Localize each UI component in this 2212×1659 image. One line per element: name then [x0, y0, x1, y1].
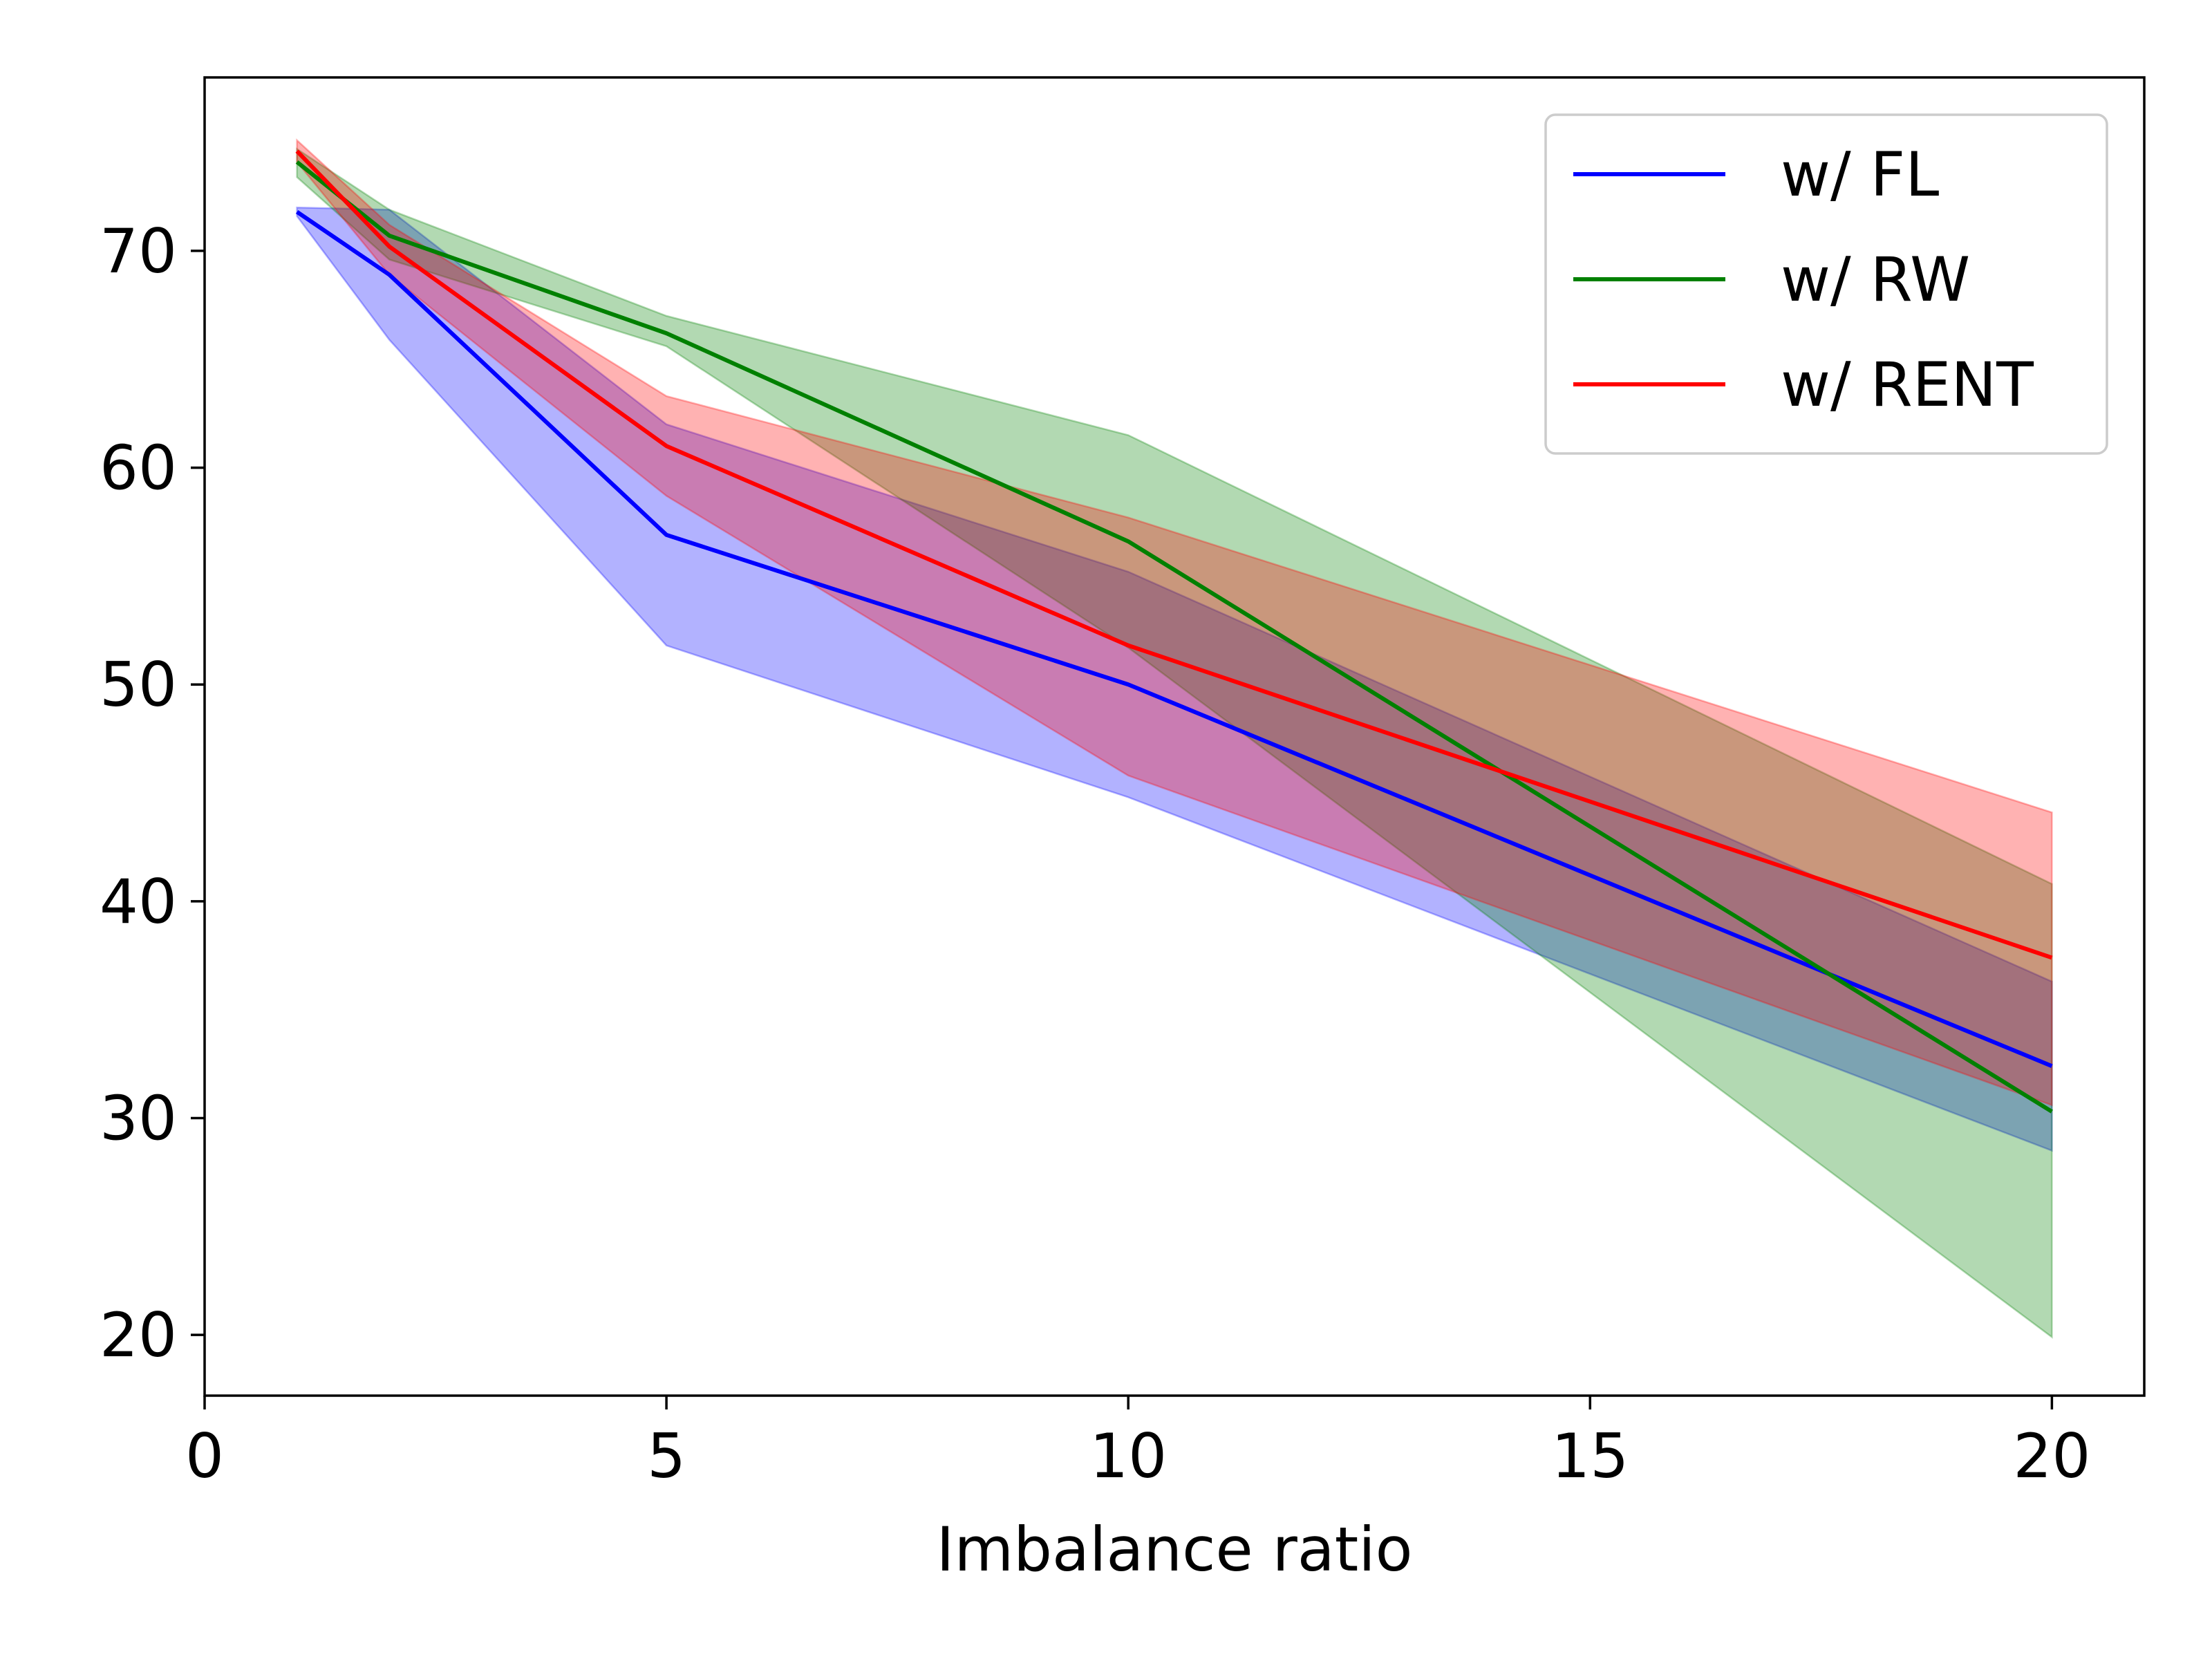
x-tick-label: 5	[647, 1421, 686, 1492]
x-axis-label: Imbalance ratio	[936, 1514, 1412, 1585]
x-tick-label: 15	[1551, 1421, 1629, 1492]
legend-label: w/ RENT	[1781, 349, 2034, 420]
legend-label: w/ RW	[1781, 244, 1970, 315]
ticks: 0 5 10 15 20 20 30 40 50 60 70	[100, 216, 2090, 1492]
band-w-fl	[296, 206, 2053, 1152]
y-tick-label: 60	[100, 433, 177, 504]
band-w-rw	[296, 147, 2053, 1339]
band-w-rent	[296, 138, 2053, 1107]
line-w-rent	[295, 149, 2053, 960]
y-tick-label: 70	[100, 216, 177, 287]
y-tick-label: 40	[100, 866, 177, 937]
confidence-bands	[296, 138, 2053, 1339]
series-lines	[295, 149, 2053, 1114]
y-tick-label: 20	[100, 1300, 177, 1371]
x-tick-label: 0	[185, 1421, 224, 1492]
legend: w/ FL w/ RW w/ RENT	[1544, 113, 2108, 455]
legend-frame	[1544, 113, 2108, 455]
axes	[203, 76, 2146, 1397]
legend-label: w/ FL	[1781, 139, 1939, 210]
x-tick-label: 20	[2013, 1421, 2090, 1492]
x-tick-label: 10	[1089, 1421, 1167, 1492]
y-tick-label: 30	[100, 1083, 177, 1154]
line-w-rw	[295, 160, 2053, 1114]
y-tick-label: 50	[100, 649, 177, 720]
plot-frame	[203, 76, 2146, 1397]
line-w-fl	[295, 209, 2053, 1069]
